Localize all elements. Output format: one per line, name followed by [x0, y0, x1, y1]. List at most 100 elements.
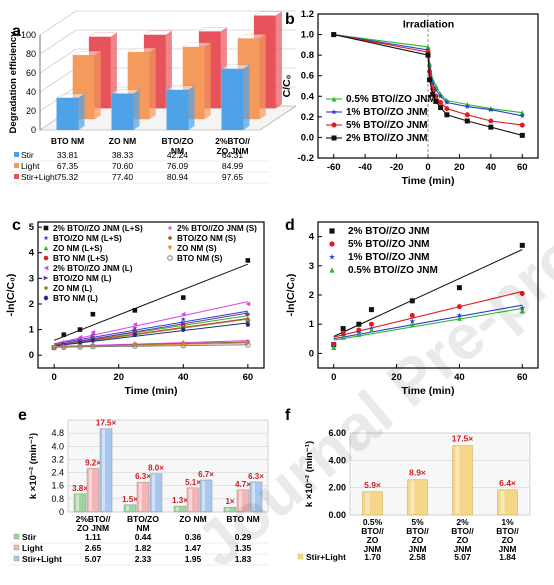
- category-label: ZO: [367, 535, 379, 545]
- y-tick-label: 80: [26, 49, 36, 59]
- data-point: [356, 331, 362, 337]
- bar-top: [110, 89, 141, 94]
- legend-marker: [331, 109, 337, 115]
- legend-label: Light: [21, 161, 40, 171]
- data-point: [180, 320, 186, 326]
- category-label: BTO NM: [51, 136, 84, 146]
- category-label: JNM: [454, 544, 472, 554]
- data-point: [132, 325, 138, 331]
- data-point: [77, 334, 83, 340]
- x-axis-label: Time (min): [402, 175, 455, 187]
- data-point: [245, 311, 251, 317]
- bar: [173, 505, 187, 513]
- data-point: [519, 112, 526, 119]
- bar-highlight: [139, 483, 142, 511]
- bar-side: [243, 64, 250, 130]
- data-label: 0.36: [185, 532, 202, 542]
- panel-e-chart: 0 0.8 1.6 2.4 3.2 4.0 4.8 k ×10⁻² (min⁻¹) 3.8× 9.…: [10, 419, 269, 566]
- data-point: [61, 332, 67, 338]
- x-tick-label: 20: [113, 372, 124, 383]
- data-label: 1.84: [499, 552, 516, 562]
- category-label: 0.5%: [363, 517, 383, 527]
- bar-side: [110, 32, 117, 109]
- bar-highlight: [189, 488, 192, 511]
- legend-label: Stir+Light: [22, 554, 62, 564]
- bar-top: [236, 34, 267, 39]
- y-tick-label: 0.2: [301, 112, 314, 123]
- x-tick-label: 0: [331, 372, 336, 383]
- data-point: [444, 106, 450, 112]
- bar: [186, 487, 200, 513]
- gridline: [39, 10, 77, 36]
- fit-line: [54, 344, 248, 348]
- data-point: [61, 344, 67, 351]
- y-axis-label: k ×10⁻² (min⁻¹): [28, 433, 39, 499]
- category-label: ZO JNM: [216, 146, 248, 156]
- legend-marker: [329, 241, 335, 247]
- y-tick-label: 20: [26, 106, 36, 116]
- y-tick-label: 2: [309, 290, 314, 301]
- data-label: 2.65: [85, 543, 102, 553]
- data-point: [368, 307, 374, 313]
- x-tick-label: 40: [454, 372, 465, 383]
- y-axis-label: k ×10⁻² (min⁻¹): [304, 441, 315, 507]
- bar: [249, 481, 263, 513]
- data-point: [90, 329, 96, 335]
- category-label: BTO//: [406, 526, 429, 536]
- data-point: [519, 291, 525, 297]
- bar-top: [253, 11, 283, 16]
- y-tick-label: 60: [26, 68, 36, 78]
- data-point: [488, 106, 494, 113]
- data-point: [90, 331, 96, 337]
- legend-label: ZO NM (S): [177, 244, 217, 253]
- data-point: [90, 343, 96, 350]
- legend-swatch: [13, 544, 20, 551]
- gridline: [39, 29, 77, 55]
- legend-swatch: [14, 174, 19, 179]
- category-label: JNM: [499, 544, 517, 554]
- data-point: [77, 344, 83, 350]
- bar-annotation: 8.9×: [409, 468, 426, 478]
- bar: [497, 489, 518, 516]
- x-axis-label: Time (min): [402, 385, 455, 397]
- category-label: ZO NM: [179, 514, 206, 524]
- legend-marker: [43, 285, 49, 291]
- x-tick-label: -20: [390, 162, 404, 173]
- y-axis-label: -ln(C/C₀): [5, 274, 17, 317]
- category-label: BTO/ZO: [127, 514, 159, 524]
- legend-label: Stir+Light: [306, 552, 346, 562]
- data-label: 1.11: [85, 532, 101, 542]
- bar-annotation: 9.2×: [85, 458, 101, 467]
- legend-label: 2% BTO//ZO JNM (S): [177, 224, 257, 233]
- legend-marker: [329, 253, 335, 260]
- fit-line: [54, 317, 248, 346]
- data-label: 38.33: [112, 150, 134, 160]
- x-tick-label: 40: [178, 372, 189, 383]
- fit-line: [54, 322, 248, 347]
- bar: [199, 479, 213, 513]
- bar-top: [220, 64, 251, 70]
- bar: [221, 68, 244, 130]
- data-label: 1.35: [235, 543, 252, 553]
- bar-side: [188, 85, 195, 130]
- bar-annotation: 17.5×: [452, 434, 474, 444]
- data-label: 1.95: [185, 554, 202, 564]
- x-axis-label: Time (min): [125, 385, 178, 397]
- bar: [56, 97, 79, 130]
- data-point: [180, 327, 186, 332]
- panel-label-e: e: [18, 407, 27, 424]
- bar-side: [204, 42, 211, 120]
- data-point: [425, 52, 431, 58]
- legend-marker: [331, 135, 337, 141]
- bar-top: [55, 93, 86, 99]
- y-tick-label: 40: [26, 87, 36, 97]
- data-point: [356, 327, 362, 333]
- legend-label: ZO NM (L): [53, 284, 92, 293]
- legend-label: 2% BTO//ZO JNM: [346, 133, 428, 144]
- legend-label: 5% BTO//ZO JNM: [346, 120, 428, 131]
- legend-marker: [331, 122, 337, 128]
- panel-f-chart: 0.002.004.006.00k ×10⁻² (min⁻¹) 5.9×0.5%B…: [297, 428, 531, 562]
- x-tick-label: 60: [243, 372, 254, 383]
- series-line: [333, 34, 523, 136]
